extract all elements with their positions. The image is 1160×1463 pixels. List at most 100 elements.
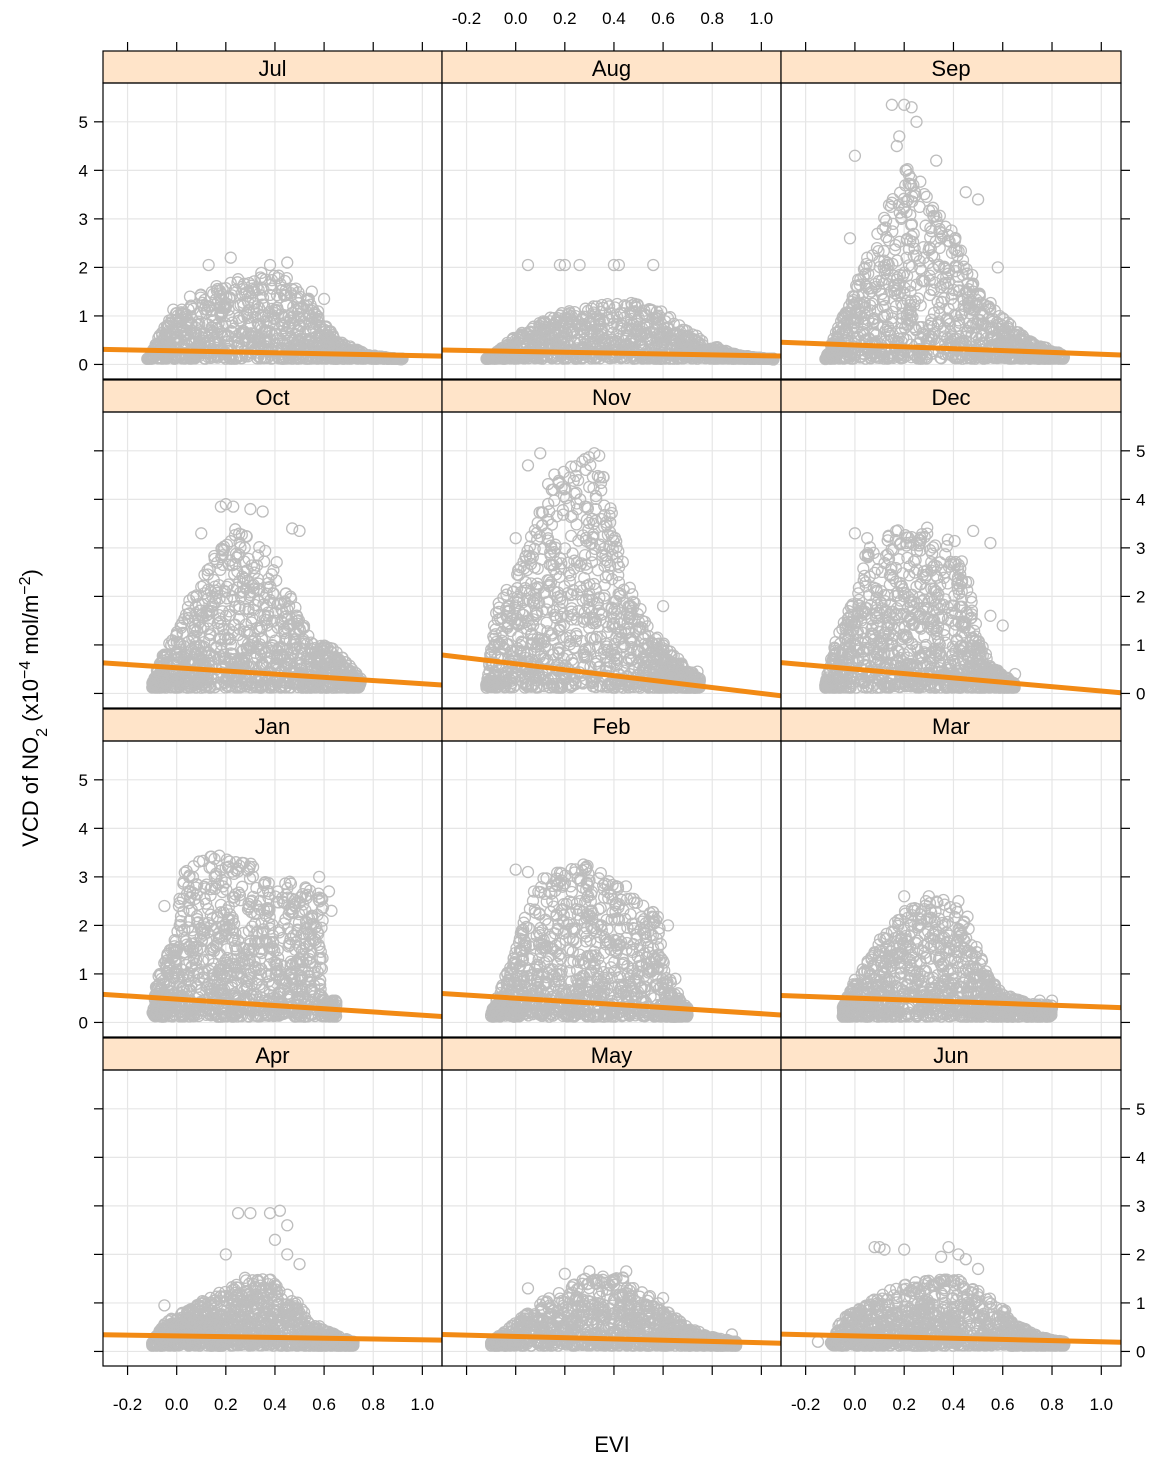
data-point — [253, 541, 266, 554]
data-point — [588, 313, 601, 326]
data-point — [882, 198, 896, 212]
data-point — [196, 296, 209, 309]
data-point — [914, 262, 927, 275]
data-point — [576, 455, 589, 468]
data-point — [614, 306, 627, 320]
data-point — [527, 613, 540, 626]
data-point — [885, 98, 899, 111]
data-point — [885, 312, 899, 325]
data-point — [984, 296, 997, 310]
data-point — [214, 563, 227, 576]
data-point — [195, 527, 208, 540]
data-point — [902, 259, 916, 272]
data-point — [190, 590, 203, 604]
data-point — [877, 244, 890, 258]
data-point — [304, 645, 317, 658]
data-point — [900, 251, 913, 264]
data-point — [878, 267, 891, 280]
data-point — [1015, 334, 1029, 347]
data-point — [242, 327, 255, 340]
data-point — [246, 635, 260, 648]
data-point — [972, 333, 986, 346]
data-point — [635, 321, 649, 335]
data-point — [293, 318, 307, 331]
data-point — [195, 648, 208, 661]
data-point — [915, 274, 928, 287]
data-point — [294, 302, 307, 315]
data-point — [259, 334, 272, 348]
data-point — [827, 351, 840, 365]
data-point — [268, 312, 281, 326]
data-point — [521, 328, 534, 341]
data-point — [219, 282, 232, 295]
data-point — [293, 641, 306, 654]
data-point — [241, 295, 255, 309]
data-point — [262, 576, 275, 590]
data-point — [931, 295, 944, 308]
data-point — [1005, 333, 1019, 347]
data-point — [262, 680, 275, 693]
data-point — [920, 351, 934, 365]
data-point — [936, 229, 949, 243]
data-points — [819, 98, 1071, 366]
regression-line — [103, 660, 442, 688]
data-point — [910, 249, 923, 262]
data-point — [872, 244, 885, 258]
data-point — [213, 612, 226, 625]
data-point — [281, 256, 294, 269]
data-point — [634, 328, 647, 342]
data-point — [266, 282, 279, 295]
data-point — [234, 541, 247, 554]
data-point — [238, 555, 251, 568]
data-point — [693, 338, 707, 352]
data-point — [318, 328, 332, 341]
regression-line — [781, 339, 1121, 358]
data-point — [910, 115, 923, 128]
data-point — [920, 190, 933, 203]
data-point — [227, 500, 240, 513]
data-point — [305, 285, 318, 298]
data-point — [895, 352, 908, 365]
data-point — [280, 338, 294, 351]
data-point — [653, 326, 666, 339]
data-point — [606, 335, 619, 349]
data-point — [175, 306, 188, 319]
data-point — [195, 336, 208, 349]
data-point — [266, 587, 280, 600]
data-point — [226, 316, 239, 329]
data-point — [219, 498, 232, 511]
data-point — [287, 283, 300, 297]
data-point — [537, 324, 551, 337]
data-point — [957, 260, 970, 273]
data-point — [218, 316, 232, 330]
data-point — [237, 277, 251, 290]
data-point — [907, 227, 920, 241]
data-point — [288, 317, 301, 331]
data-point — [229, 681, 242, 694]
data-point — [248, 652, 261, 665]
data-point — [313, 654, 326, 667]
data-point — [557, 508, 570, 521]
data-point — [278, 610, 291, 624]
data-point — [886, 305, 899, 319]
data-point — [966, 285, 980, 298]
data-points — [480, 447, 706, 694]
data-point — [251, 594, 265, 608]
data-point — [879, 214, 893, 227]
data-point — [956, 268, 969, 281]
data-point — [909, 324, 923, 337]
data-point — [181, 328, 195, 342]
data-point — [558, 324, 572, 338]
data-point — [843, 232, 857, 245]
data-point — [149, 675, 163, 688]
panel-title: Aug — [592, 56, 631, 81]
data-point — [890, 139, 903, 153]
data-point — [859, 278, 872, 292]
data-point — [301, 651, 315, 665]
data-point — [206, 314, 219, 327]
data-point — [259, 645, 272, 658]
data-point — [904, 279, 917, 292]
data-point — [606, 320, 619, 334]
data-point — [898, 98, 911, 111]
data-point — [614, 338, 627, 351]
